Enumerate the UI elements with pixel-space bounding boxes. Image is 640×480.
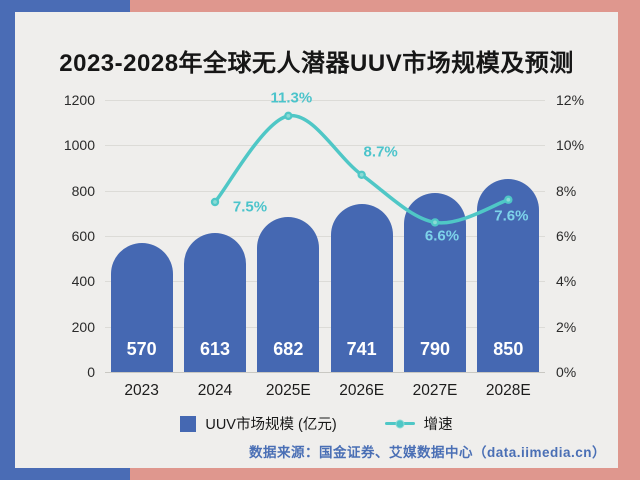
gridline — [105, 281, 545, 283]
bar-value-label: 741 — [346, 339, 377, 359]
bar-2026E: 741 — [330, 204, 393, 372]
left-axis-tick: 800 — [71, 182, 95, 199]
growth-label-2028E: 7.6% — [494, 207, 529, 225]
gridline — [105, 190, 545, 192]
bar-value-label: 682 — [273, 339, 304, 359]
legend-item-market-size: UUV市场规模 (亿元) — [180, 413, 337, 434]
bar-series-label: UUV市场规模 (亿元) — [205, 417, 337, 433]
left-axis-tick: 0 — [87, 364, 95, 380]
right-axis-tick: 10% — [556, 137, 585, 154]
growth-label-2027E: 6.6% — [424, 227, 460, 245]
right-axis-tick: 2% — [556, 318, 577, 335]
bar-value-label: 613 — [199, 339, 231, 359]
bar-2023: 570 — [110, 242, 173, 372]
plot-area: 570 613 682 741 790 850 7.5% 11.3% 8.7% 6.6% 7.6% — [105, 89, 545, 373]
bar-value-label: 850 — [493, 339, 524, 359]
x-axis-label-2025E: 2025E — [265, 382, 311, 399]
legend-item-growth: 增速 — [384, 413, 453, 434]
legend: UUV市场规模 (亿元) 增速 — [15, 413, 618, 434]
growth-label-2026E: 8.7% — [363, 143, 398, 161]
right-axis-tick: 12% — [556, 92, 585, 108]
x-axis-label-2023: 2023 — [124, 382, 159, 399]
bar-2024: 613 — [184, 233, 246, 372]
chart-title: 2023-2028年全球无人潜器UUV市场规模及预测 — [59, 50, 574, 77]
left-axis-tick: 1200 — [63, 92, 95, 108]
x-axis-label-2024: 2024 — [197, 382, 233, 399]
x-axis-label-2026E: 2026E — [339, 382, 385, 399]
right-axis-tick: 6% — [556, 228, 577, 244]
x-axis-label-2027E: 2027E — [412, 382, 458, 399]
bar-2025E: 682 — [257, 217, 320, 372]
gridline — [105, 326, 545, 328]
gridline — [105, 236, 545, 237]
bar-value-label: 570 — [126, 339, 157, 359]
left-axis-tick: 600 — [71, 228, 95, 244]
bar-value-label: 790 — [419, 339, 451, 359]
data-source-text: 数据来源：国金证券、艾媒数据中心（data.iimedia.cn） — [248, 445, 606, 460]
line-series-marker-icon — [384, 419, 415, 428]
left-axis-tick: 1000 — [63, 137, 95, 154]
right-axis-tick: 0% — [556, 364, 577, 380]
chart-card: 2023-2028年全球无人潜器UUV市场规模及预测 570 613 682 741 7… — [15, 12, 618, 468]
growth-label-2025E: 11.3% — [270, 89, 313, 107]
left-axis-tick: 200 — [71, 318, 95, 335]
gridline — [105, 145, 545, 147]
bar-series-swatch-icon — [180, 415, 197, 432]
right-axis-tick: 8% — [556, 182, 577, 199]
line-series-label: 增速 — [423, 417, 453, 433]
x-axis-label-2028E: 2028E — [485, 382, 531, 399]
left-axis-tick: 400 — [71, 273, 95, 290]
right-axis-tick: 4% — [556, 273, 577, 290]
bar-2027E: 790 — [404, 192, 466, 372]
growth-label-2024: 7.5% — [232, 198, 268, 216]
gridline — [105, 100, 545, 101]
gridline — [105, 372, 545, 373]
